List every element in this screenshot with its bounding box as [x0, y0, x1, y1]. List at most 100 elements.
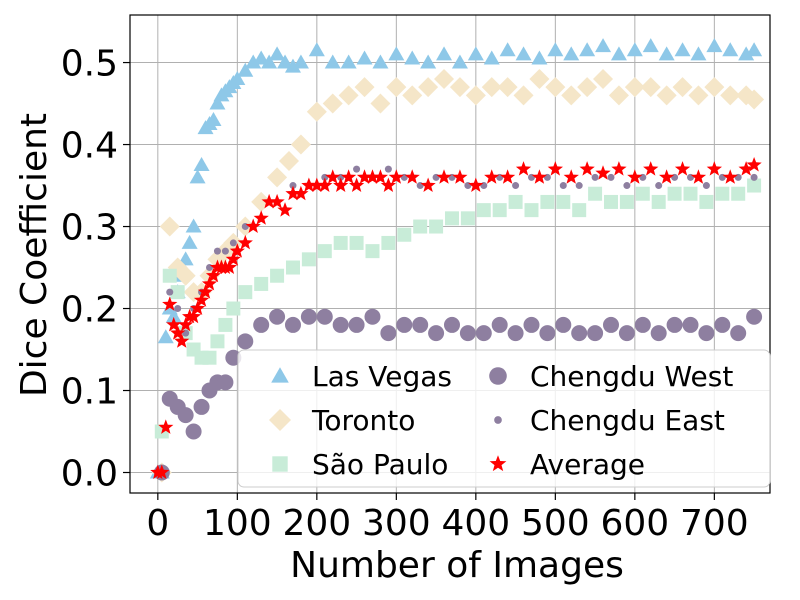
- data-point-average: [380, 177, 396, 192]
- data-point-las-vegas: [642, 38, 659, 53]
- data-point-toronto: [434, 68, 455, 89]
- data-point-las-vegas: [595, 38, 612, 53]
- legend-label-las-vegas: Las Vegas: [312, 360, 452, 393]
- x-tick-label: 300: [362, 503, 431, 544]
- data-point-chengdu-east: [174, 305, 182, 313]
- data-point-sao-paulo: [210, 334, 225, 349]
- data-point-toronto: [744, 89, 765, 110]
- data-point-average: [722, 169, 738, 184]
- data-point-las-vegas: [579, 42, 596, 57]
- data-point-sao-paulo: [588, 186, 603, 201]
- data-point-average: [325, 169, 341, 184]
- data-point-chengdu-west: [217, 374, 234, 391]
- y-tick-label: 0.2: [61, 290, 118, 331]
- legend: Las Vegas Toronto São Paulo Chengdu West Che…: [237, 349, 771, 488]
- data-point-average: [170, 325, 186, 340]
- data-point-chengdu-east: [166, 288, 174, 296]
- data-point-las-vegas: [547, 42, 564, 57]
- data-point-average: [166, 316, 182, 332]
- data-point-sao-paulo: [556, 194, 571, 209]
- data-point-average: [563, 169, 579, 184]
- data-point-average: [178, 316, 194, 332]
- data-point-chengdu-west: [364, 308, 381, 325]
- data-point-sao-paulo: [460, 211, 475, 226]
- data-point-las-vegas: [451, 54, 468, 69]
- data-point-average: [579, 161, 595, 176]
- data-point-sao-paulo: [381, 235, 396, 250]
- data-point-sao-paulo: [349, 235, 364, 250]
- data-point-toronto: [279, 150, 300, 171]
- data-point-chengdu-west: [555, 316, 572, 333]
- data-point-chengdu-west: [618, 325, 635, 342]
- x-tick-label: 500: [521, 503, 590, 544]
- data-point-sao-paulo: [492, 203, 507, 218]
- data-point-las-vegas: [372, 54, 389, 69]
- y-tick-label: 0.1: [61, 372, 118, 413]
- data-point-toronto: [513, 85, 534, 106]
- data-point-las-vegas: [746, 42, 763, 57]
- data-point-chengdu-west: [523, 316, 540, 333]
- data-point-chengdu-east: [655, 182, 663, 190]
- data-point-average: [420, 177, 436, 192]
- data-point-average: [293, 185, 309, 201]
- data-point-chengdu-west: [698, 325, 715, 342]
- data-point-toronto: [465, 85, 486, 106]
- data-point-las-vegas: [738, 46, 755, 61]
- series-toronto: [151, 68, 765, 483]
- data-point-sao-paulo: [731, 186, 746, 201]
- data-point-sao-paulo: [699, 194, 714, 209]
- data-point-average: [531, 169, 547, 184]
- data-point-toronto: [306, 101, 327, 122]
- data-point-chengdu-east: [607, 173, 615, 181]
- data-point-sao-paulo: [635, 186, 650, 201]
- data-point-average: [253, 210, 269, 225]
- data-point-average: [205, 267, 222, 283]
- x-axis-label: Number of Images: [290, 545, 624, 586]
- data-point-average: [547, 161, 563, 176]
- data-point-las-vegas: [674, 42, 691, 57]
- data-point-chengdu-west: [475, 325, 492, 342]
- y-tick-label: 0.0: [61, 454, 118, 495]
- data-point-chengdu-east: [221, 247, 229, 255]
- data-point-average: [269, 193, 285, 209]
- data-point-las-vegas: [436, 46, 453, 61]
- series-layer: [149, 38, 765, 483]
- data-point-toronto: [418, 77, 439, 98]
- data-point-toronto: [449, 77, 470, 98]
- data-point-average: [356, 169, 373, 184]
- legend-marker-las-vegas: [271, 367, 289, 383]
- data-point-sao-paulo: [683, 186, 698, 201]
- data-point-chengdu-west: [269, 308, 286, 325]
- data-point-chengdu-east: [623, 182, 631, 190]
- legend-marker-chengdu-west: [489, 367, 507, 385]
- data-point-las-vegas: [483, 50, 500, 65]
- data-point-sao-paulo: [667, 186, 682, 201]
- data-point-average: [611, 161, 627, 176]
- data-point-las-vegas: [237, 62, 254, 77]
- data-point-sao-paulo: [226, 301, 241, 316]
- data-point-toronto: [529, 68, 550, 89]
- data-point-chengdu-east: [750, 173, 758, 181]
- data-point-las-vegas: [157, 329, 174, 344]
- data-point-chengdu-east: [384, 165, 392, 173]
- data-point-las-vegas: [610, 46, 627, 61]
- data-point-average: [674, 161, 691, 176]
- data-point-las-vegas: [193, 157, 210, 172]
- x-axis-ticks: 0 100 200 300 400 500 600 700: [146, 493, 749, 544]
- data-point-sao-paulo: [508, 194, 523, 209]
- data-point-average: [245, 218, 261, 233]
- data-point-average: [643, 161, 659, 176]
- data-point-sao-paulo: [603, 194, 618, 209]
- data-point-average: [186, 308, 202, 324]
- legend-box: [237, 349, 771, 488]
- data-point-toronto: [593, 68, 614, 89]
- data-point-average: [404, 169, 420, 184]
- data-point-chengdu-west: [443, 316, 460, 333]
- data-point-average: [349, 177, 365, 192]
- data-point-average: [627, 169, 643, 184]
- data-point-average: [154, 464, 170, 479]
- data-point-sao-paulo: [285, 260, 300, 275]
- data-point-las-vegas: [658, 46, 675, 61]
- data-point-average: [162, 296, 178, 311]
- data-point-chengdu-west: [730, 325, 747, 342]
